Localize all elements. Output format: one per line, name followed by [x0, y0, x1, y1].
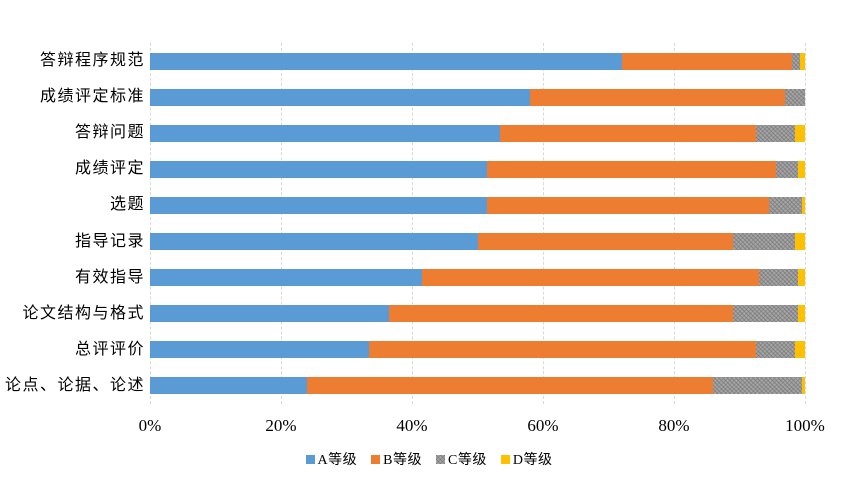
bar-segment [798, 305, 805, 323]
bar-segment [791, 52, 801, 70]
category-label: 论点、论据、论述 [4, 376, 145, 394]
bar-segment [150, 305, 390, 323]
x-tick-label: 60% [527, 416, 559, 435]
bar-segment [150, 88, 530, 106]
bar-row [150, 341, 805, 359]
bar-segment [389, 305, 733, 323]
bar-segment [755, 341, 796, 359]
legend-label: A等级 [317, 453, 358, 468]
legend-color-swatch [305, 454, 315, 464]
bar-segment [798, 160, 805, 178]
bar-segment [798, 269, 805, 287]
bar-segment [500, 124, 756, 142]
bar-segment [759, 269, 799, 287]
x-tick-label: 100% [785, 416, 825, 435]
x-tick-label: 20% [265, 416, 297, 435]
legend-label: C等级 [448, 453, 487, 468]
bar-segment [775, 160, 799, 178]
bar-segment [732, 233, 796, 251]
gridline [674, 43, 675, 404]
bar-segment [713, 377, 802, 395]
bar-segment [150, 196, 488, 214]
bar-segment [487, 196, 769, 214]
bar-segment [795, 341, 805, 359]
bar-row [150, 52, 805, 70]
category-label: 指导记录 [74, 232, 145, 250]
category-label: 选题 [109, 196, 145, 214]
bar-row [150, 377, 805, 395]
bar-row [150, 160, 805, 178]
category-label: 有效指导 [74, 268, 145, 286]
gridline [805, 43, 806, 404]
category-label: 总评评价 [74, 340, 145, 358]
legend-label: D等级 [512, 453, 553, 468]
gridline [150, 43, 151, 404]
bar-segment [785, 88, 805, 106]
bar-segment [621, 52, 792, 70]
bar-segment [150, 124, 501, 142]
bar-segment [477, 233, 733, 251]
legend-color-swatch [500, 454, 510, 464]
gridline [543, 43, 544, 404]
bar-segment [800, 52, 805, 70]
legend: A等级 B等级 C等级 D等级 [53, 449, 805, 469]
bar-segment [150, 52, 622, 70]
legend-item: A等级 [305, 449, 358, 469]
legend-color-swatch [436, 454, 445, 464]
x-tick-label: 80% [658, 416, 690, 435]
gridline [281, 43, 282, 404]
legend-item: C等级 [436, 449, 487, 469]
bar-segment [801, 196, 805, 214]
legend-item: B等级 [371, 449, 422, 469]
gridline [412, 43, 413, 404]
plot-area [150, 43, 806, 404]
bar-segment [529, 88, 786, 106]
legend-item: D等级 [500, 449, 553, 469]
x-tick-label: 40% [396, 416, 428, 435]
bar-segment [150, 341, 370, 359]
bar-row [150, 233, 805, 251]
bar-segment [801, 377, 805, 395]
bar-segment [150, 233, 478, 251]
bar-segment [369, 341, 756, 359]
x-tick-label: 0% [138, 416, 162, 435]
bar-row [150, 305, 805, 323]
bar-segment [732, 305, 799, 323]
bar-segment [487, 160, 776, 178]
bar-segment [150, 269, 422, 287]
legend-label: B等级 [383, 453, 422, 468]
bar-segment [421, 269, 760, 287]
bar-segment [795, 124, 805, 142]
bar-segment [768, 196, 802, 214]
bar-segment [795, 233, 805, 251]
category-label: 成绩评定 [74, 160, 145, 178]
bar-row [150, 196, 805, 214]
bar-row [150, 88, 805, 106]
category-label: 成绩评定标准 [39, 88, 145, 106]
legend-color-swatch [371, 454, 381, 464]
category-label: 论文结构与格式 [22, 304, 145, 322]
bar-segment [307, 377, 714, 395]
category-label: 答辩程序规范 [39, 52, 145, 70]
bar-row [150, 124, 805, 142]
bar-row [150, 269, 805, 287]
bar-segment [150, 160, 488, 178]
bar-segment [150, 377, 308, 395]
category-label: 答辩问题 [74, 124, 145, 142]
bar-segment [755, 124, 796, 142]
